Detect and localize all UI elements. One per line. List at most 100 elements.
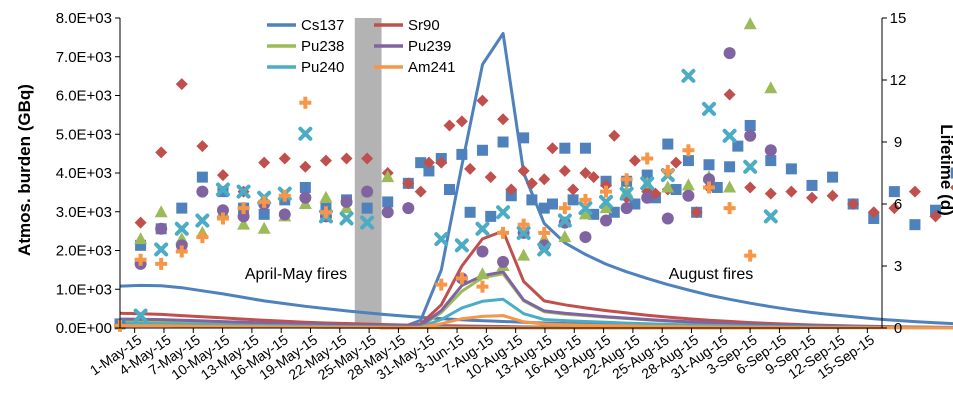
lifetime-marker-cs137 [538,202,550,214]
lifetime-marker-sr90 [744,181,757,194]
lifetime-marker-pu239 [600,214,613,227]
lifetime-marker-am241 [435,278,448,291]
lifetime-marker-cs137 [588,208,600,220]
lifetime-marker-pu240 [702,101,717,116]
lifetime-marker-cs137 [765,155,777,167]
lifetime-marker-am241 [155,257,168,270]
right-tick-label: 0 [894,320,902,337]
lifetime-marker-cs137 [361,202,373,214]
lifetime-marker-cs137 [670,184,682,196]
lifetime-marker-pu239 [237,210,250,223]
lifetime-marker-sr90 [435,156,448,169]
lifetime-marker-sr90 [402,177,415,190]
lifetime-marker-sr90 [155,146,168,159]
left-tick-label: 0.0E+00 [56,320,112,337]
lifetime-marker-pu240 [434,232,449,247]
lifetime-marker-cs137 [567,194,579,206]
lifetime-marker-pu239 [402,202,415,215]
lifetime-marker-cs137 [464,206,476,218]
lifetime-marker-pu238 [517,248,531,261]
lifetime-marker-sr90 [414,185,427,198]
lifetime-marker-pu238 [237,217,251,230]
lifetime-marker-pu239 [196,185,209,198]
lifetime-marker-am241 [134,253,147,266]
lifetime-marker-pu240 [578,201,593,216]
lifetime-marker-pu238 [558,230,572,243]
lifetime-marker-sr90 [600,179,613,192]
lifetime-marker-cs137 [806,179,818,191]
legend-label-cs137: Cs137 [301,17,344,34]
lifetime-marker-pu240 [537,242,552,257]
lifetime-marker-pu239 [682,189,695,202]
lifetime-marker-sr90 [805,191,818,204]
lifetime-marker-sr90 [216,169,229,182]
lifetime-marker-pu239 [579,231,592,244]
lifetime-marker-pu240 [454,238,469,253]
lifetime-marker-cs137 [629,198,641,210]
burden-line-cs137-aug [379,32,953,330]
lifetime-marker-sr90 [608,129,621,142]
left-tick-label: 2.0E+03 [56,243,112,260]
lifetime-marker-am241 [216,212,229,225]
lifetime-marker-cs137 [546,198,558,210]
burden-lines [119,32,953,330]
lifetime-marker-pu240 [763,209,778,224]
lifetime-marker-am241 [620,173,633,186]
lifetime-marker-cs137 [682,155,694,167]
lifetime-marker-pu239 [497,255,510,268]
lifetime-marker-cs137 [732,140,744,152]
lifetime-marker-sr90 [134,216,147,229]
lifetime-marker-pu239 [703,173,716,186]
lifetime-marker-cs137 [641,169,653,181]
lifetime-marker-pu240 [298,126,313,141]
lifetime-marker-pu239 [744,129,757,142]
lifetime-marker-sr90 [670,156,683,169]
burden-line-sr90-aug [379,229,953,330]
lifetime-marker-cs137 [827,171,839,183]
legend-label-sr90: Sr90 [408,17,440,34]
lifetime-marker-pu238 [723,180,737,193]
left-tick-label: 4.0E+03 [56,165,112,182]
lifetime-marker-pu239 [216,204,229,217]
lifetime-marker-pu240 [195,213,210,228]
lifetime-marker-sr90 [319,154,332,167]
left-tick-label: 5.0E+03 [56,126,112,143]
lifetime-marker-cs137 [444,184,456,196]
lifetime-marker-cs137 [711,181,723,193]
lifetime-marker-pu240 [681,68,696,83]
lifetime-marker-cs137 [135,239,147,251]
lifetime-marker-sr90 [847,198,860,210]
lifetime-marker-cs137 [476,144,488,156]
lifetime-marker-sr90 [558,164,571,177]
lifetime-marker-sr90 [361,152,374,165]
legend-label-pu239: Pu239 [408,38,451,55]
lifetime-marker-pu238 [620,184,634,197]
lifetime-marker-cs137 [497,136,509,148]
lifetime-marker-sr90 [497,113,510,126]
lifetime-marker-cs137 [505,190,517,202]
lifetime-marker-cs137 [559,142,571,154]
lifetime-marker-cs137 [423,165,435,177]
lifetime-marker-pu239 [175,239,188,252]
lifetime-marker-am241 [744,249,757,262]
lifetime-marker-sr90 [587,171,600,184]
lifetime-marker-pu240 [640,176,655,191]
lifetime-marker-sr90 [258,156,271,169]
lifetime-marker-pu238 [764,81,778,94]
lifetime-marker-am241 [237,202,250,215]
lifetime-marker-cs137 [950,167,953,179]
lifetime-marker-pu240 [360,215,375,230]
lifetime-marker-sr90 [175,78,188,91]
lifetime-marker-am241 [703,181,716,194]
lifetime-marker-am241 [455,272,468,285]
legend-label-pu240: Pu240 [301,59,344,76]
lifetime-marker-pu238 [599,201,613,214]
lifetime-marker-am241 [175,245,188,258]
lifetime-marker-sr90 [422,156,435,169]
lifetime-marker-pu240 [215,182,230,197]
lifetime-marker-cs137 [526,194,538,206]
left-tick-label: 7.0E+03 [56,49,112,66]
lifetime-marker-pu240 [475,221,490,236]
lifetime-marker-sr90 [484,171,497,184]
lifetime-marker-sr90 [278,152,291,165]
